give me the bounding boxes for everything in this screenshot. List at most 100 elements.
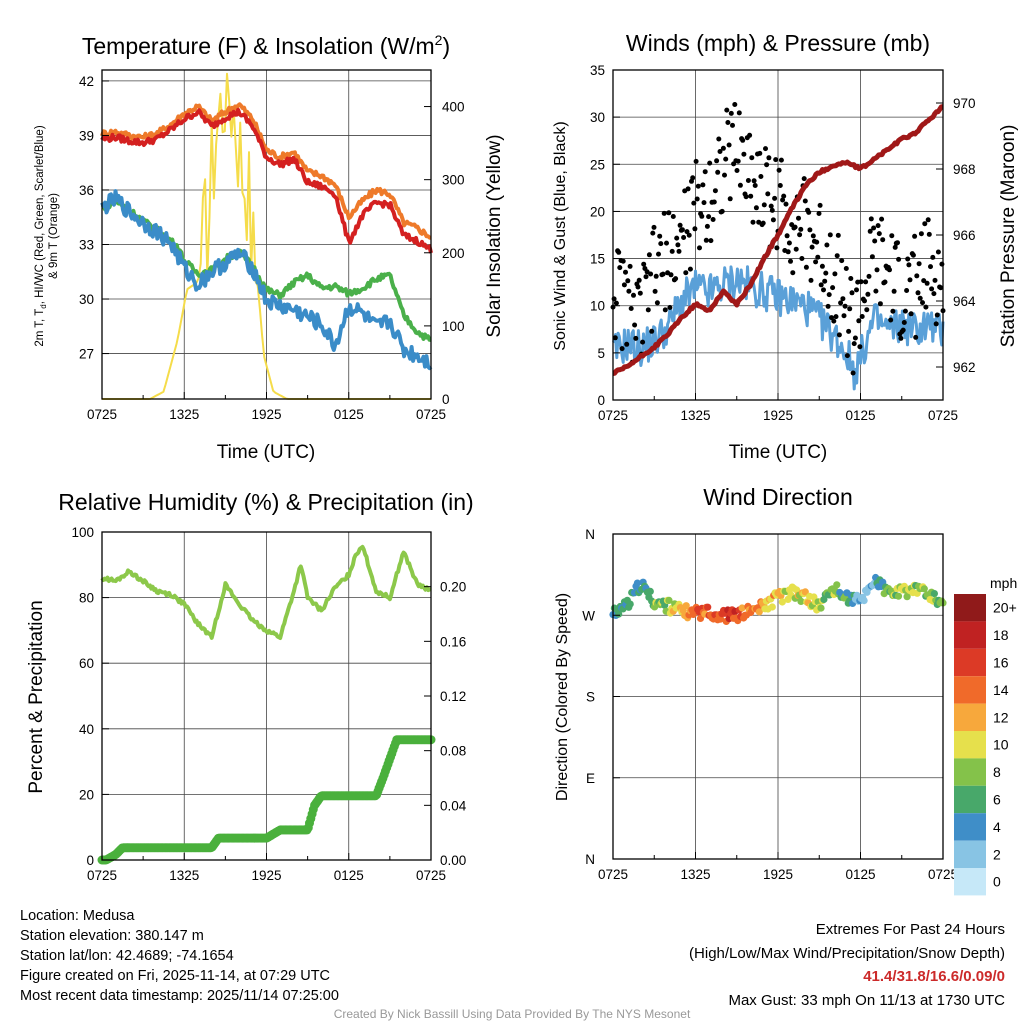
gust-point [749,155,755,161]
humidity-line [100,544,432,640]
gust-point [765,191,771,197]
gust-point [691,200,697,206]
gust-point [852,335,858,341]
direction-point [894,592,903,600]
gust-point [616,249,622,255]
y-tick-label: 10 [590,299,605,314]
gust-point [735,158,741,164]
gust-point [907,277,913,283]
x-tick-label: 0125 [845,867,875,882]
gust-point [836,332,842,338]
gust-point [901,320,907,325]
gust-point [892,244,898,250]
gust-point [766,155,772,161]
gust-point [681,235,687,240]
colorbar-swatch [954,621,986,649]
gust-point [864,307,870,313]
y2-tick-label: 964 [953,294,976,309]
gust-point [814,239,820,245]
x-tick-label: 0725 [928,408,958,423]
gust-point [802,198,808,204]
gust-point [818,282,824,288]
y-tick-label: 42 [79,74,94,89]
humidity-y-axis-label: Percent & Precipitation [26,600,47,793]
gust-point [863,279,869,285]
temperature-x-axis-label: Time (UTC) [217,442,316,463]
gust-point [793,246,799,252]
gust-point [939,261,945,267]
gust-point [776,167,782,173]
gust-point [690,175,696,181]
extremes-title: Extremes For Past 24 Hours [815,921,1005,938]
direction-point [755,608,763,616]
gust-point [848,276,854,281]
gust-point [703,237,709,243]
gust-point [914,273,920,279]
x-tick-label: 0725 [87,407,117,422]
winds-chart-title: Winds (mph) & Pressure (mb) [626,30,930,56]
gust-point [896,256,902,262]
x-tick-label: 0725 [598,867,628,882]
y2-tick-label: 0.16 [440,634,466,649]
y-tick-label: E [586,771,595,786]
gust-point [628,306,634,311]
gust-point [781,193,787,199]
y2-tick-label: 0.12 [440,689,466,704]
wind-direction-chart-title: Wind Direction [703,484,853,510]
direction-point [704,603,712,611]
y-tick-label: 5 [597,346,605,361]
x-tick-label: 0125 [845,408,875,423]
gust-point [890,308,896,314]
winds-y-axis-label: Sonic Wind & Gust (Blue, Black) [552,121,569,350]
gust-point [867,228,873,234]
gust-point [611,296,617,302]
gust-point [891,288,897,294]
gust-point [821,287,826,293]
gust-point [631,292,636,298]
gust-point [619,346,625,352]
winds-ticks: 0 5 10 15 20 25 30 35 962 964 966 968 970 0725 1325 192… [590,63,976,423]
gust-point [875,223,881,229]
winds-series [610,102,946,391]
colorbar-swatch [954,648,986,677]
extremes-values: 41.4/31.8/16.6/0.09/0 [863,968,1005,985]
gust-point [708,238,714,244]
gust-point [796,215,801,221]
figure-created: Figure created on Fri, 2025-11-14, at 07… [20,968,331,984]
gust-point [825,303,831,309]
gust-point [915,290,921,296]
y-tick-label: 100 [71,525,94,540]
gust-point [693,158,699,164]
gust-point [774,245,780,251]
temperature-y2-axis-label: Solar Insolation (Yellow) [484,134,505,337]
y-tick-label: 30 [590,110,605,125]
gust-point [918,231,924,237]
gust-point [862,298,867,304]
gust-point [737,182,743,188]
gust-point [824,242,830,248]
y-tick-label: S [586,690,595,705]
gust-point [938,285,944,291]
gust-point [666,210,672,216]
pressure-line [612,104,944,377]
direction-point [633,579,642,587]
humidity-series [97,544,436,865]
gust-point [933,321,939,327]
direction-point [801,588,809,596]
gust-point [651,224,657,230]
colorbar-swatch [954,758,986,786]
y-tick-label: 35 [590,63,605,78]
gust-point [648,271,654,277]
gust-point [764,162,770,168]
series-line [100,102,432,240]
gust-point [657,233,663,239]
gust-point [761,202,767,208]
gust-point [854,287,859,293]
temperature-chart-title: Temperature (F) & Insolation (W/m2) [82,32,450,59]
gust-point [699,213,705,219]
gust-point [704,223,710,229]
gust-point [716,136,722,142]
y2-tick-label: 0.20 [440,580,466,595]
gust-point [835,232,841,238]
direction-point [768,603,776,611]
